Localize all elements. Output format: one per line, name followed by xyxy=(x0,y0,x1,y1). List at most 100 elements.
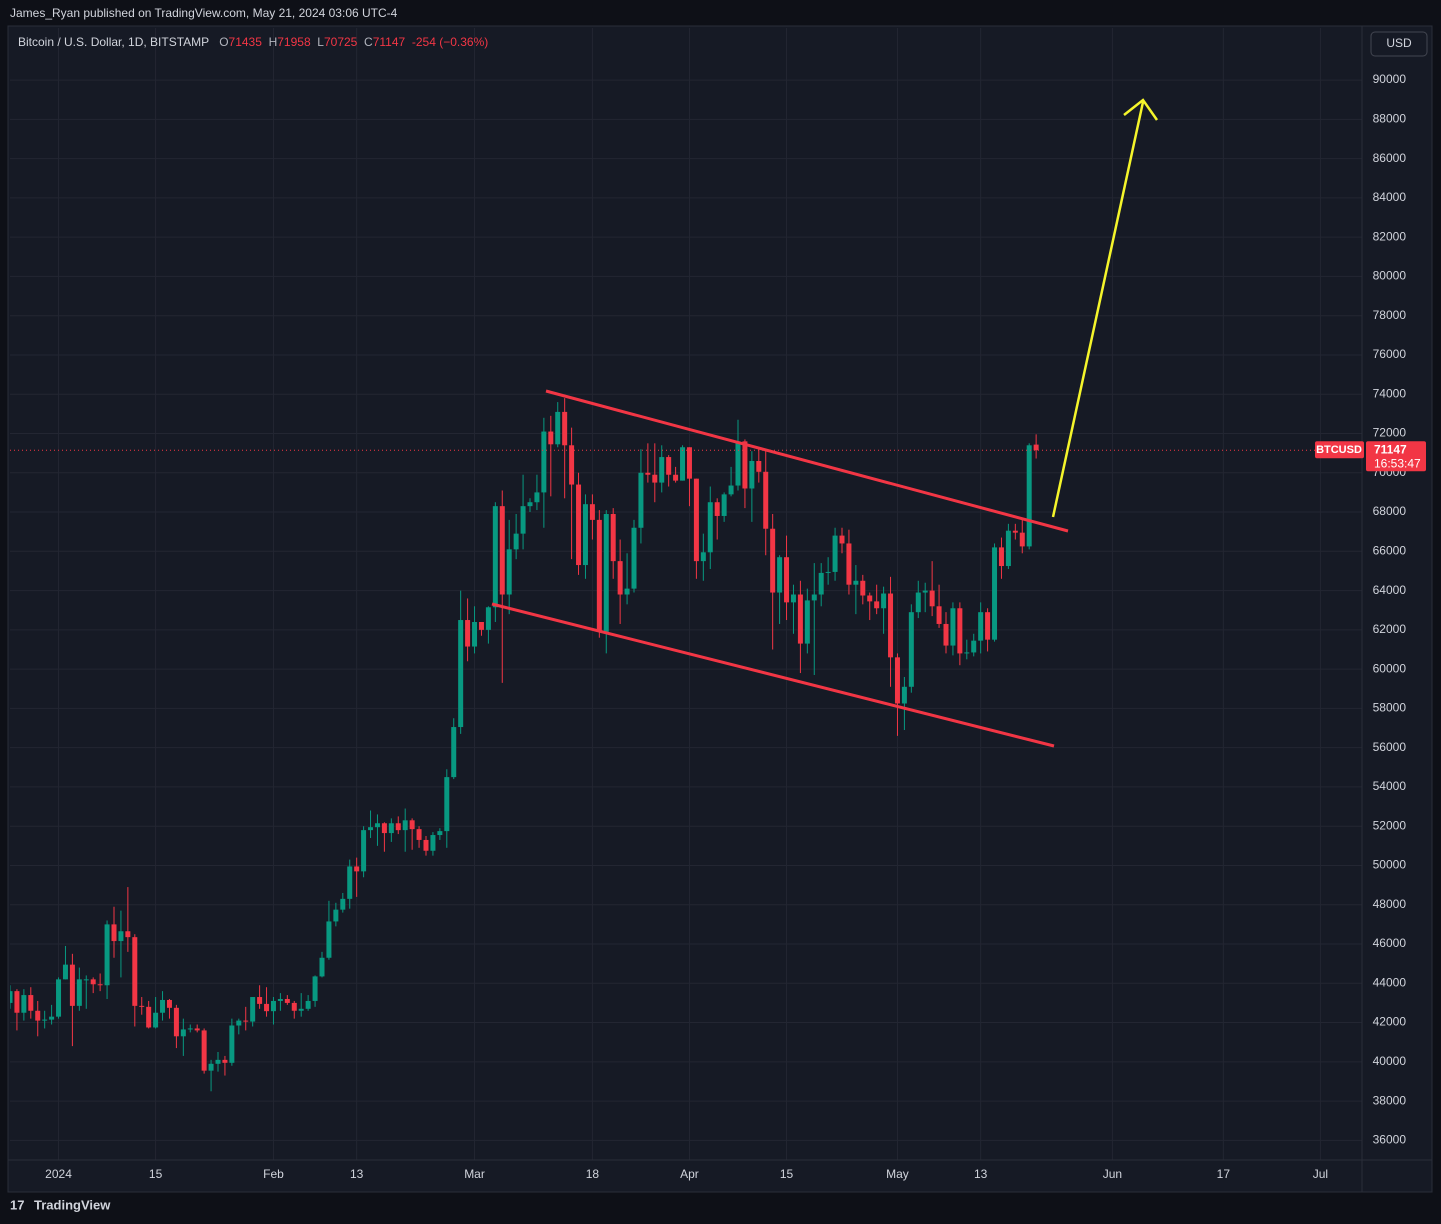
y-tick-label: 90000 xyxy=(1373,72,1407,86)
candle-body xyxy=(62,964,68,980)
close-label: C xyxy=(364,35,373,49)
candle-body xyxy=(527,502,533,507)
candle-body xyxy=(499,506,505,595)
high-label: H xyxy=(268,35,278,49)
candle-body xyxy=(860,580,866,596)
candle-body xyxy=(610,514,616,562)
candle-body xyxy=(839,535,845,544)
y-tick-label: 36000 xyxy=(1373,1133,1407,1147)
candle-body xyxy=(797,594,803,644)
candle-body xyxy=(818,572,824,595)
channel-upper xyxy=(545,389,1069,533)
candle-body xyxy=(264,1003,270,1012)
symbol: Bitcoin / U.S. Dollar, 1D, BITSTAMP xyxy=(18,35,210,49)
x-tick-label: 15 xyxy=(780,1167,794,1181)
candle-body xyxy=(971,640,977,653)
y-tick-label: 62000 xyxy=(1373,622,1407,636)
candle-body xyxy=(804,600,810,644)
brand-logo: 17 xyxy=(10,1197,24,1212)
y-tick-label: 64000 xyxy=(1373,583,1407,597)
x-tick-label: 2024 xyxy=(45,1167,72,1181)
candle-body xyxy=(416,829,422,840)
candle-body xyxy=(957,608,963,654)
candle-body xyxy=(624,588,630,595)
candle-body xyxy=(992,547,998,640)
candle-body xyxy=(104,924,110,986)
y-tick-label: 76000 xyxy=(1373,347,1407,361)
candle-body xyxy=(513,533,519,550)
candle-body xyxy=(118,931,124,942)
candle-body xyxy=(83,979,89,981)
candle-body xyxy=(922,590,928,593)
y-tick-label: 42000 xyxy=(1373,1015,1407,1029)
chart-panel xyxy=(7,25,1433,1193)
candle-body xyxy=(894,657,900,704)
y-tick-label: 66000 xyxy=(1373,543,1407,557)
candle-body xyxy=(14,991,20,1013)
candle-body xyxy=(243,1020,249,1022)
candle-body xyxy=(1026,445,1032,547)
candle-body xyxy=(492,506,498,608)
candle-body xyxy=(409,820,415,830)
candle-body xyxy=(978,612,984,641)
candle-body xyxy=(284,998,290,1003)
low-label: L xyxy=(317,35,324,49)
price-tag: BTCUSD xyxy=(1316,444,1362,456)
candle-body xyxy=(777,557,783,593)
y-tick-label: 88000 xyxy=(1373,112,1407,126)
candle-body xyxy=(596,519,602,632)
y-tick-label: 48000 xyxy=(1373,897,1407,911)
candle-body xyxy=(458,620,464,728)
candle-body xyxy=(617,561,623,595)
candle-body xyxy=(56,979,62,1017)
candle-body xyxy=(305,1000,311,1009)
candle-body xyxy=(874,601,880,609)
y-tick-label: 56000 xyxy=(1373,740,1407,754)
candle-body xyxy=(146,1006,152,1028)
y-tick-label: 72000 xyxy=(1373,426,1407,440)
candle-body xyxy=(395,823,401,831)
candle-body xyxy=(21,995,27,1013)
countdown: 16:53:47 xyxy=(1374,456,1421,470)
candle-body xyxy=(381,823,387,834)
arrow-head xyxy=(1123,98,1159,121)
candle-body xyxy=(388,823,394,834)
currency[interactable]: USD xyxy=(1386,36,1412,50)
low-value: 70725 xyxy=(323,35,358,49)
candle-body xyxy=(589,504,595,520)
candle-body xyxy=(811,594,817,601)
candle-body xyxy=(201,1030,207,1071)
candle-body xyxy=(402,820,408,831)
candle-body xyxy=(132,937,138,1006)
candle-body xyxy=(756,460,762,472)
candle-body xyxy=(506,549,512,595)
x-tick-label: Jul xyxy=(1313,1167,1328,1181)
candle-body xyxy=(645,472,651,475)
candle-body xyxy=(215,1059,221,1064)
candle-body xyxy=(250,997,256,1022)
candle-body xyxy=(520,506,526,534)
candle-body xyxy=(1033,444,1039,451)
candle-body xyxy=(478,621,484,630)
candle-body xyxy=(125,931,131,938)
candle-body xyxy=(368,827,374,831)
candle-body xyxy=(97,984,103,986)
candle-body xyxy=(69,964,75,1006)
candle-body xyxy=(347,866,353,899)
open-value: 71435 xyxy=(228,35,262,49)
candle-body xyxy=(236,1020,242,1026)
candle-body xyxy=(312,976,318,1001)
y-tick-label: 60000 xyxy=(1373,661,1407,675)
candle-body xyxy=(187,1028,193,1030)
candle-body xyxy=(354,866,360,872)
currency-button[interactable] xyxy=(1370,31,1428,57)
candle-body xyxy=(867,595,873,602)
candle-body xyxy=(603,514,609,632)
y-tick-label: 84000 xyxy=(1373,190,1407,204)
candle-body xyxy=(291,1002,297,1011)
x-tick-label: May xyxy=(886,1167,909,1181)
candle-body xyxy=(562,411,568,446)
high-value: 71958 xyxy=(277,35,311,49)
candle-body xyxy=(901,686,907,704)
